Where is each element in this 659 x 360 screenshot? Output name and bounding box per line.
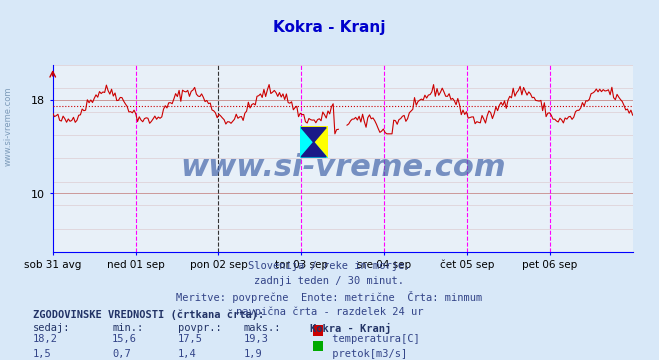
Polygon shape bbox=[301, 128, 326, 142]
Text: 19,3: 19,3 bbox=[244, 334, 269, 344]
Text: 1,4: 1,4 bbox=[178, 349, 196, 359]
Text: Slovenija / reke in morje.: Slovenija / reke in morje. bbox=[248, 261, 411, 271]
Text: 0,7: 0,7 bbox=[112, 349, 130, 359]
Text: navpična črta - razdelek 24 ur: navpična črta - razdelek 24 ur bbox=[236, 306, 423, 317]
Text: 1,5: 1,5 bbox=[33, 349, 51, 359]
Polygon shape bbox=[300, 126, 328, 158]
Text: maks.:: maks.: bbox=[244, 323, 281, 333]
Text: min.:: min.: bbox=[112, 323, 143, 333]
Polygon shape bbox=[301, 142, 326, 157]
Polygon shape bbox=[300, 126, 328, 158]
Polygon shape bbox=[300, 126, 328, 158]
Text: pretok[m3/s]: pretok[m3/s] bbox=[326, 349, 407, 359]
Text: 18,2: 18,2 bbox=[33, 334, 58, 344]
Text: sedaj:: sedaj: bbox=[33, 323, 71, 333]
Text: www.si-vreme.com: www.si-vreme.com bbox=[180, 153, 505, 182]
Text: povpr.:: povpr.: bbox=[178, 323, 221, 333]
Text: ZGODOVINSKE VREDNOSTI (črtkana črta):: ZGODOVINSKE VREDNOSTI (črtkana črta): bbox=[33, 310, 264, 320]
Text: Kokra - Kranj: Kokra - Kranj bbox=[310, 323, 391, 334]
Text: zadnji teden / 30 minut.: zadnji teden / 30 minut. bbox=[254, 276, 405, 286]
Text: Meritve: povprečne  Enote: metrične  Črta: minmum: Meritve: povprečne Enote: metrične Črta:… bbox=[177, 291, 482, 303]
Text: 17,5: 17,5 bbox=[178, 334, 203, 344]
Text: www.si-vreme.com: www.si-vreme.com bbox=[3, 86, 13, 166]
Text: 15,6: 15,6 bbox=[112, 334, 137, 344]
Text: 1,9: 1,9 bbox=[244, 349, 262, 359]
Text: Kokra - Kranj: Kokra - Kranj bbox=[273, 20, 386, 35]
Text: temperatura[C]: temperatura[C] bbox=[326, 334, 420, 344]
